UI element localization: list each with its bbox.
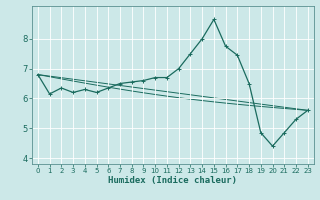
- X-axis label: Humidex (Indice chaleur): Humidex (Indice chaleur): [108, 176, 237, 185]
